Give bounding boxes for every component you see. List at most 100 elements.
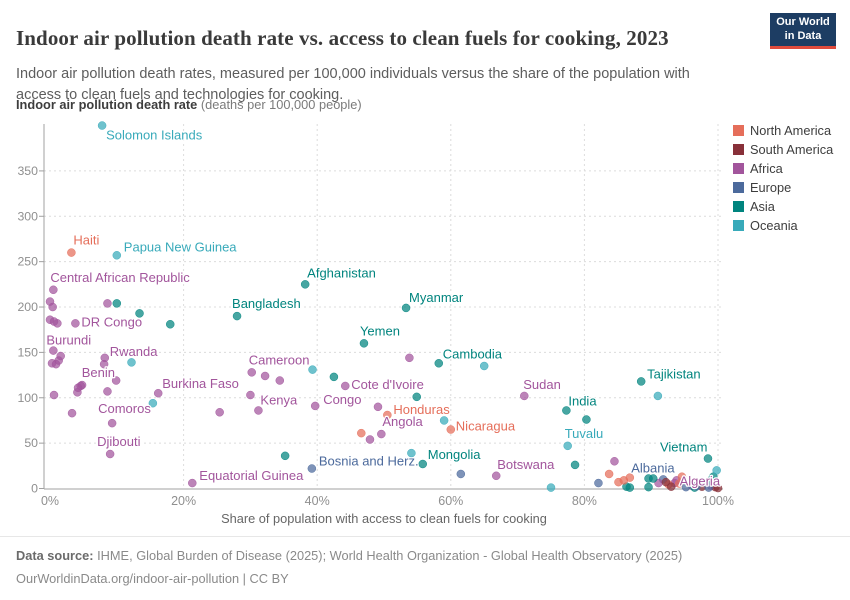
- country-label[interactable]: Haiti: [72, 231, 101, 249]
- data-point[interactable]: [582, 415, 591, 424]
- data-point[interactable]: [666, 482, 676, 491]
- data-point[interactable]: [341, 381, 350, 391]
- data-point[interactable]: [107, 418, 117, 428]
- legend-item-south-america[interactable]: South America: [733, 140, 833, 159]
- country-label[interactable]: Congo: [322, 391, 363, 409]
- data-point[interactable]: [570, 460, 580, 470]
- country-label[interactable]: Papua New Guinea: [123, 238, 239, 256]
- data-point[interactable]: [188, 478, 197, 488]
- country-label[interactable]: Angola: [381, 413, 425, 431]
- data-point[interactable]: [407, 448, 416, 458]
- country-label[interactable]: DR Congo: [80, 313, 143, 331]
- country-label[interactable]: Vietnam: [659, 438, 709, 456]
- data-point[interactable]: [247, 368, 256, 377]
- country-label[interactable]: Rwanda: [109, 343, 160, 361]
- data-point[interactable]: [594, 478, 603, 488]
- owid-logo[interactable]: Our World in Data: [770, 13, 836, 49]
- country-label[interactable]: Equatorial Guinea: [198, 467, 305, 485]
- country-label[interactable]: India: [567, 392, 598, 410]
- data-point[interactable]: [112, 251, 122, 260]
- country-label[interactable]: Yemen: [359, 322, 402, 340]
- data-point[interactable]: [71, 319, 80, 328]
- data-point[interactable]: [103, 387, 112, 396]
- data-point[interactable]: [165, 320, 175, 329]
- data-point[interactable]: [563, 441, 572, 451]
- data-point[interactable]: [377, 429, 386, 439]
- data-point[interactable]: [103, 299, 112, 308]
- data-point[interactable]: [479, 361, 489, 371]
- data-point[interactable]: [357, 428, 366, 438]
- legend-item-asia[interactable]: Asia: [733, 197, 833, 216]
- data-point[interactable]: [383, 410, 392, 420]
- legend-item-north-america[interactable]: North America: [733, 121, 833, 140]
- country-label[interactable]: Afghanistan: [306, 264, 377, 282]
- data-point[interactable]: [67, 408, 77, 418]
- data-point[interactable]: [49, 390, 59, 400]
- data-point[interactable]: [491, 471, 501, 481]
- data-point[interactable]: [308, 365, 317, 374]
- country-label[interactable]: Benin: [80, 364, 116, 382]
- data-point[interactable]: [49, 285, 58, 295]
- country-label[interactable]: Solomon Islands: [105, 126, 204, 144]
- country-label[interactable]: Cote d'Ivoire: [350, 376, 425, 394]
- data-point[interactable]: [610, 457, 619, 466]
- legend-item-oceania[interactable]: Oceania: [733, 216, 833, 235]
- country-label[interactable]: Bangladesh: [231, 295, 302, 313]
- data-point[interactable]: [359, 339, 369, 348]
- data-point[interactable]: [153, 388, 163, 398]
- data-point[interactable]: [73, 388, 82, 397]
- data-point[interactable]: [704, 483, 713, 492]
- data-point[interactable]: [148, 398, 158, 408]
- data-point[interactable]: [648, 474, 658, 483]
- country-label[interactable]: Myanmar: [408, 289, 465, 307]
- data-point[interactable]: [48, 302, 57, 312]
- data-point[interactable]: [111, 376, 121, 385]
- data-point[interactable]: [329, 372, 339, 382]
- data-point[interactable]: [562, 406, 571, 415]
- data-point[interactable]: [373, 402, 383, 412]
- data-point[interactable]: [405, 353, 414, 363]
- data-point[interactable]: [275, 376, 285, 385]
- country-label[interactable]: Tuvalu: [563, 425, 604, 443]
- data-point[interactable]: [232, 311, 242, 321]
- data-point[interactable]: [112, 299, 122, 308]
- data-point[interactable]: [127, 358, 136, 367]
- country-label[interactable]: Bosnia and Herz.: [318, 452, 420, 470]
- country-label[interactable]: Central African Republic: [49, 269, 191, 287]
- data-point[interactable]: [97, 121, 107, 130]
- data-point[interactable]: [625, 483, 635, 492]
- data-point[interactable]: [412, 392, 421, 402]
- legend-item-africa[interactable]: Africa: [733, 159, 833, 178]
- country-label[interactable]: Comoros: [97, 400, 153, 418]
- data-point[interactable]: [636, 377, 646, 386]
- country-label[interactable]: Kenya: [259, 391, 299, 409]
- data-point[interactable]: [625, 473, 635, 482]
- country-label[interactable]: Burundi: [45, 331, 92, 349]
- data-point[interactable]: [446, 425, 456, 434]
- data-point[interactable]: [67, 248, 76, 257]
- data-point[interactable]: [246, 390, 255, 400]
- data-point[interactable]: [712, 466, 721, 475]
- data-point[interactable]: [653, 391, 663, 401]
- data-point[interactable]: [49, 346, 58, 355]
- data-point[interactable]: [456, 469, 466, 479]
- country-label[interactable]: Tajikistan: [646, 365, 702, 383]
- country-label[interactable]: Honduras: [392, 401, 451, 419]
- data-point[interactable]: [47, 359, 57, 368]
- country-label[interactable]: Algeria: [678, 472, 722, 490]
- country-label[interactable]: Cameroon: [247, 351, 310, 369]
- country-label[interactable]: Mongolia: [426, 446, 482, 464]
- data-point[interactable]: [644, 482, 653, 492]
- data-point[interactable]: [135, 309, 144, 318]
- data-point[interactable]: [681, 482, 691, 492]
- license-line[interactable]: OurWorldinData.org/indoor-air-pollution …: [16, 571, 289, 587]
- data-point[interactable]: [439, 416, 449, 425]
- data-point[interactable]: [401, 303, 411, 313]
- data-point[interactable]: [677, 472, 687, 481]
- data-point[interactable]: [310, 401, 320, 411]
- data-point[interactable]: [703, 454, 713, 463]
- data-point[interactable]: [215, 408, 224, 417]
- data-point[interactable]: [546, 483, 556, 492]
- country-label[interactable]: Botswana: [496, 456, 556, 474]
- legend-item-europe[interactable]: Europe: [733, 178, 833, 197]
